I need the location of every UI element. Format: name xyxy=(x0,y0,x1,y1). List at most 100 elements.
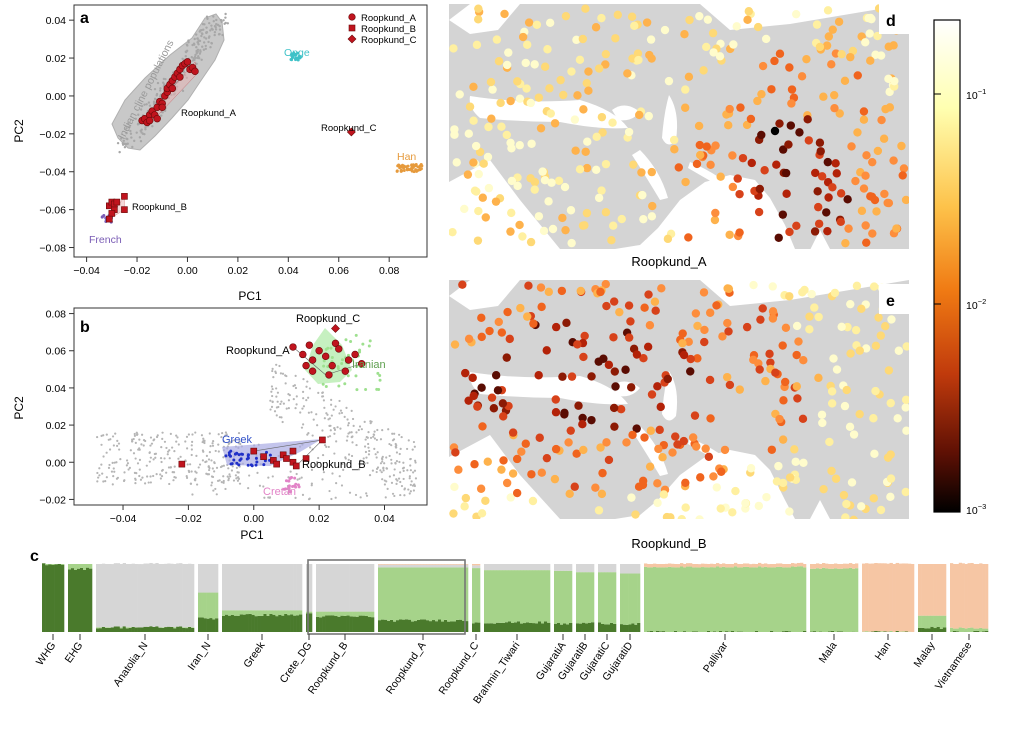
sample-location xyxy=(642,18,652,27)
category-label: Greek xyxy=(241,639,268,670)
admixture-segment xyxy=(233,564,238,611)
background-point xyxy=(402,466,406,469)
admixture-segment xyxy=(855,568,859,632)
admixture-segment xyxy=(822,567,826,632)
roopkund-point-square xyxy=(289,447,297,455)
sample-location xyxy=(843,195,852,204)
sample-location xyxy=(505,334,514,344)
panel-e-map: e Roopkund_B xyxy=(449,280,909,551)
admixture-segment xyxy=(662,567,666,632)
sample-location xyxy=(743,15,752,25)
panel-a-roopkund-marks xyxy=(106,58,356,223)
admixture-segment xyxy=(628,624,632,632)
background-point xyxy=(175,434,178,437)
admixture-segment xyxy=(230,614,235,632)
admixture-segment xyxy=(74,569,78,632)
admixture-segment xyxy=(355,564,360,612)
sample-location xyxy=(815,138,825,147)
admixture-segment xyxy=(560,564,564,571)
roopkund-point-diamond xyxy=(331,324,340,333)
sample-location xyxy=(859,115,869,124)
roopkund-point-circle xyxy=(183,58,192,66)
y-tick-label: −0.02 xyxy=(39,494,66,506)
panel-c-label: c xyxy=(30,548,39,565)
background-point xyxy=(308,387,312,390)
admixture-segment xyxy=(588,564,592,573)
background-point xyxy=(413,445,416,448)
sample-location xyxy=(758,304,767,313)
admixture-segment xyxy=(367,611,372,618)
background-point xyxy=(347,453,351,456)
sample-location xyxy=(735,385,744,394)
background-point xyxy=(142,444,145,447)
admixture-segment xyxy=(278,614,282,632)
admixture-segment xyxy=(309,611,313,614)
admixture-segment xyxy=(547,622,551,632)
background-point xyxy=(112,467,115,470)
admixture-segment xyxy=(472,568,475,624)
sample-location xyxy=(521,439,530,448)
background-point xyxy=(317,456,320,460)
cline-point xyxy=(202,48,206,51)
sample-location xyxy=(705,375,715,385)
background-point xyxy=(330,497,333,501)
admixture-segment xyxy=(958,562,962,628)
admixture-segment xyxy=(840,568,844,632)
admixture-segment xyxy=(493,564,497,571)
admixture-segment xyxy=(104,564,109,628)
admixture-segment xyxy=(381,564,385,565)
background-point xyxy=(278,364,281,368)
background-point xyxy=(279,372,283,375)
sample-location xyxy=(557,286,567,296)
iranian-point xyxy=(324,347,328,351)
sample-location xyxy=(712,483,722,492)
background-point xyxy=(326,413,329,416)
admixture-segment xyxy=(557,622,561,632)
cline-point xyxy=(185,49,189,53)
cline-point xyxy=(133,139,136,143)
sample-location xyxy=(846,52,855,62)
admixture-segment xyxy=(985,630,989,632)
sample-location xyxy=(881,104,890,114)
sample-location xyxy=(754,207,764,217)
admixture-segment xyxy=(918,564,922,616)
sample-location xyxy=(866,13,875,23)
greek-point xyxy=(237,453,241,457)
admixture-segment xyxy=(185,627,189,629)
sample-location xyxy=(678,329,687,338)
admixture-segment xyxy=(526,570,530,623)
background-point xyxy=(358,468,361,471)
admixture-segment xyxy=(800,562,804,567)
background-point xyxy=(194,470,197,473)
sample-location xyxy=(724,327,733,336)
background-point xyxy=(111,435,115,438)
background-point xyxy=(398,460,401,464)
sample-location xyxy=(498,399,508,408)
sample-location xyxy=(791,9,801,19)
admixture-segment xyxy=(505,622,509,632)
cline-point xyxy=(201,22,205,26)
sample-location xyxy=(886,474,896,483)
admixture-segment xyxy=(164,627,168,632)
background-point xyxy=(399,447,402,450)
cline-point xyxy=(203,36,206,39)
admixture-segment xyxy=(387,564,391,565)
admixture-segment xyxy=(296,615,300,632)
admixture-segment xyxy=(381,567,385,620)
background-point xyxy=(148,460,151,463)
admixture-segment xyxy=(725,564,729,568)
admixture-segment xyxy=(399,567,403,620)
background-point xyxy=(279,402,282,406)
sample-location xyxy=(735,189,744,199)
sample-location xyxy=(477,509,487,518)
sample-location xyxy=(464,334,474,344)
sample-location xyxy=(836,217,845,227)
admixture-segment xyxy=(644,563,648,567)
admixture-segment xyxy=(236,610,241,616)
admixture-segment xyxy=(865,631,869,632)
admixture-segment xyxy=(212,564,216,593)
admixture-segment xyxy=(728,564,732,568)
sample-location xyxy=(624,333,634,342)
background-point xyxy=(350,409,353,413)
admixture-segment xyxy=(408,564,412,565)
